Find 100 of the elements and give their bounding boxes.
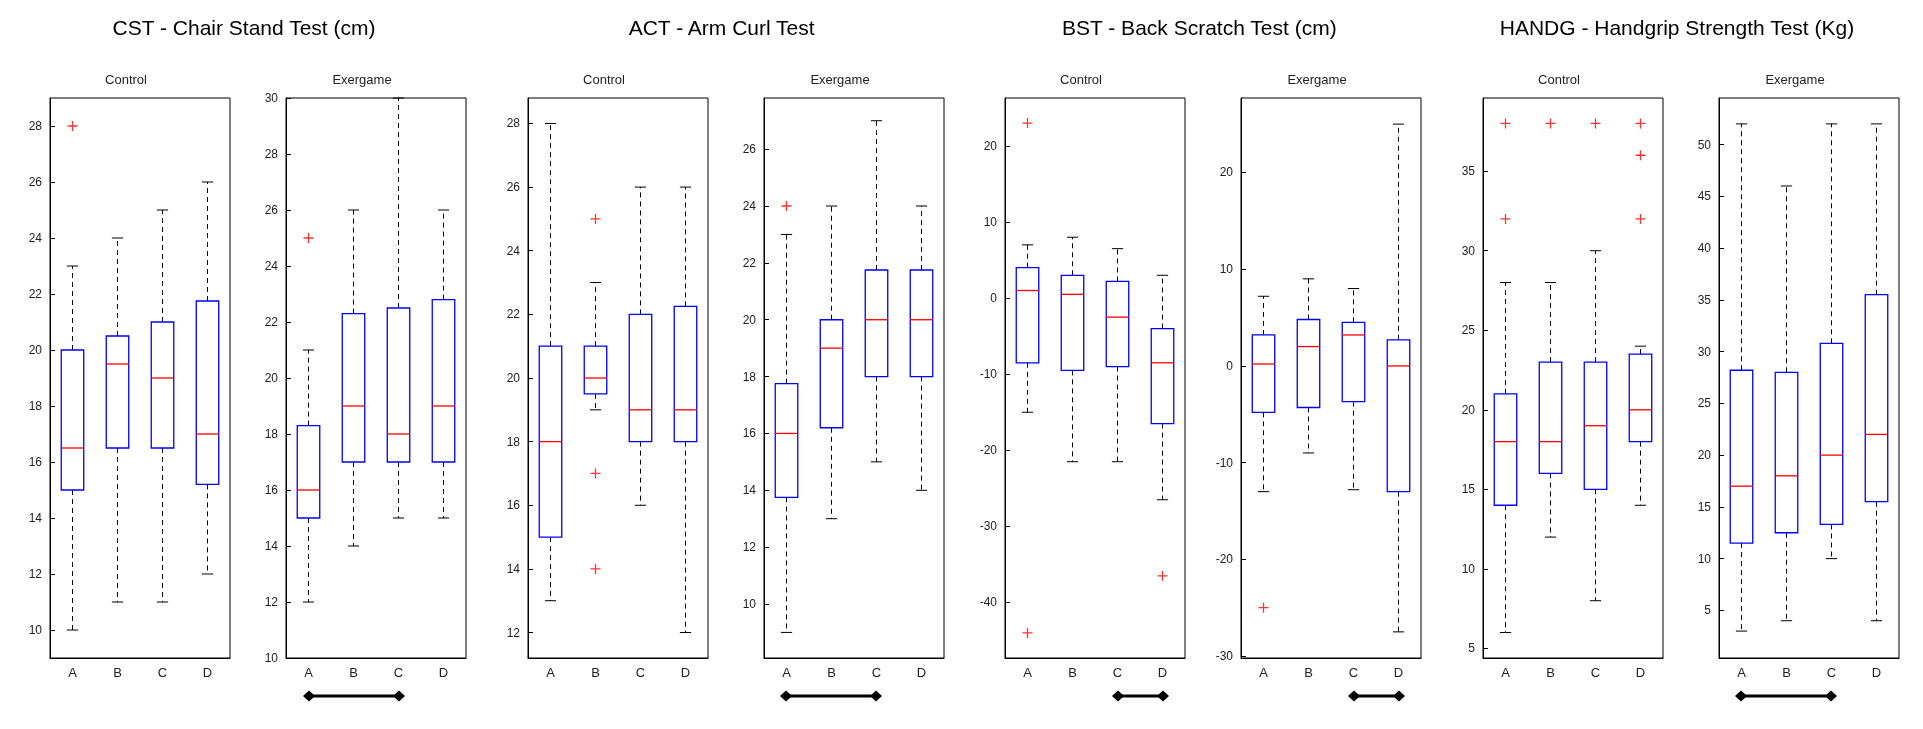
- y-tick-label: 35: [1697, 292, 1712, 307]
- y-tick-label: 14: [28, 511, 43, 525]
- x-tick-label: C: [1349, 665, 1359, 680]
- y-tick-label: 12: [506, 625, 520, 640]
- y-tick-label: 12: [742, 540, 756, 555]
- x-tick-label: C: [871, 665, 881, 680]
- x-tick-label: B: [1068, 665, 1078, 680]
- y-tick-label: 24: [506, 243, 520, 258]
- y-tick-label: 20: [28, 343, 43, 357]
- x-tick-label: D: [680, 665, 690, 680]
- y-tick-label: 22: [742, 255, 756, 270]
- y-tick-label: 0: [1226, 358, 1234, 373]
- y-tick-label: -10: [979, 367, 998, 382]
- y-tick-label: -30: [1215, 649, 1234, 664]
- y-tick-label: 22: [264, 315, 279, 329]
- y-tick-label: -20: [1215, 552, 1234, 567]
- y-tick-label: 16: [28, 455, 43, 469]
- x-tick-label: A: [1023, 665, 1033, 680]
- y-tick-label: 30: [1697, 344, 1712, 359]
- y-tick-label: 20: [983, 138, 998, 153]
- x-tick-label: C: [393, 665, 404, 680]
- y-tick-label: 10: [1697, 551, 1712, 566]
- x-tick-label: C: [1590, 665, 1601, 680]
- y-tick-label: 20: [742, 312, 756, 327]
- y-tick-label: 22: [28, 287, 43, 301]
- y-tick-label: 22: [506, 307, 520, 322]
- y-tick-label: 26: [264, 203, 279, 217]
- y-tick-label: 10: [1219, 262, 1234, 277]
- x-tick-label: B: [113, 665, 122, 680]
- y-tick-label: 35: [1461, 164, 1476, 179]
- x-tick-label: A: [304, 665, 314, 680]
- y-tick-label: 20: [1697, 448, 1712, 463]
- x-tick-label: D: [916, 665, 926, 680]
- y-tick-label: 40: [1697, 241, 1712, 256]
- x-tick-label: A: [1501, 665, 1511, 680]
- chart-title: HANDG - Handgrip Strength Test (Kg): [1499, 15, 1855, 41]
- chart-subtitle: Exergame: [810, 72, 870, 87]
- y-tick-label: 28: [506, 116, 520, 131]
- x-tick-label: D: [1394, 665, 1404, 680]
- y-tick-label: 10: [742, 596, 756, 611]
- x-tick-label: A: [68, 665, 78, 680]
- x-tick-label: B: [826, 665, 836, 680]
- x-tick-label: C: [157, 665, 168, 680]
- x-tick-label: C: [1826, 665, 1837, 680]
- x-tick-label: A: [781, 665, 791, 680]
- y-tick-label: 18: [28, 399, 43, 413]
- x-tick-label: C: [1113, 665, 1123, 680]
- y-tick-label: 20: [264, 371, 279, 385]
- y-tick-label: 26: [28, 175, 43, 189]
- y-tick-label: 14: [264, 539, 279, 553]
- x-tick-label: B: [1304, 665, 1314, 680]
- y-tick-label: 28: [264, 147, 279, 161]
- chart-subtitle: Control: [1060, 72, 1103, 87]
- y-tick-label: 30: [1461, 243, 1476, 258]
- x-tick-label: A: [1259, 665, 1269, 680]
- x-tick-label: A: [545, 665, 555, 680]
- x-tick-label: B: [349, 665, 358, 680]
- y-tick-label: 24: [742, 199, 756, 214]
- y-tick-label: 20: [1219, 165, 1234, 180]
- chart-title: CST - Chair Stand Test (cm): [112, 15, 376, 41]
- chart-subtitle: Control: [1538, 72, 1581, 87]
- y-tick-label: 15: [1697, 499, 1712, 514]
- x-tick-label: D: [202, 665, 213, 680]
- y-tick-label: 10: [1461, 561, 1476, 576]
- y-tick-label: 45: [1697, 189, 1712, 204]
- y-tick-label: 20: [1461, 402, 1476, 417]
- x-tick-label: B: [1782, 665, 1791, 680]
- x-tick-label: C: [635, 665, 645, 680]
- chart-subtitle: Exergame: [1765, 72, 1825, 87]
- x-tick-label: B: [1546, 665, 1555, 680]
- y-tick-label: 18: [506, 434, 520, 449]
- y-tick-label: 26: [742, 142, 756, 157]
- y-tick-label: -30: [979, 519, 998, 534]
- y-tick-label: -40: [979, 595, 998, 610]
- x-tick-label: D: [1158, 665, 1168, 680]
- y-tick-label: -10: [1215, 455, 1234, 470]
- y-tick-label: 28: [28, 119, 43, 133]
- y-tick-label: -20: [979, 443, 998, 458]
- y-tick-label: 12: [264, 595, 279, 609]
- y-tick-label: 18: [742, 369, 756, 384]
- y-tick-label: 5: [1468, 641, 1476, 656]
- chart-subtitle: Control: [582, 72, 625, 87]
- y-tick-label: 5: [1704, 603, 1712, 618]
- chart-subtitle: Exergame: [1287, 72, 1347, 87]
- y-tick-label: 30: [264, 91, 279, 105]
- y-tick-label: 10: [983, 215, 998, 230]
- y-tick-label: 16: [506, 498, 520, 513]
- x-tick-label: D: [1635, 665, 1646, 680]
- y-tick-label: 25: [1461, 323, 1476, 338]
- chart-title: BST - Back Scratch Test (cm): [1062, 15, 1337, 41]
- y-tick-label: 16: [264, 483, 279, 497]
- y-tick-label: 10: [28, 623, 43, 637]
- y-tick-label: 16: [742, 426, 756, 441]
- y-tick-label: 14: [742, 483, 756, 498]
- y-tick-label: 12: [28, 567, 43, 581]
- y-tick-label: 0: [990, 291, 998, 306]
- y-tick-label: 24: [264, 259, 279, 273]
- y-tick-label: 20: [506, 371, 520, 385]
- y-tick-label: 14: [506, 561, 520, 576]
- y-tick-label: 18: [264, 427, 279, 441]
